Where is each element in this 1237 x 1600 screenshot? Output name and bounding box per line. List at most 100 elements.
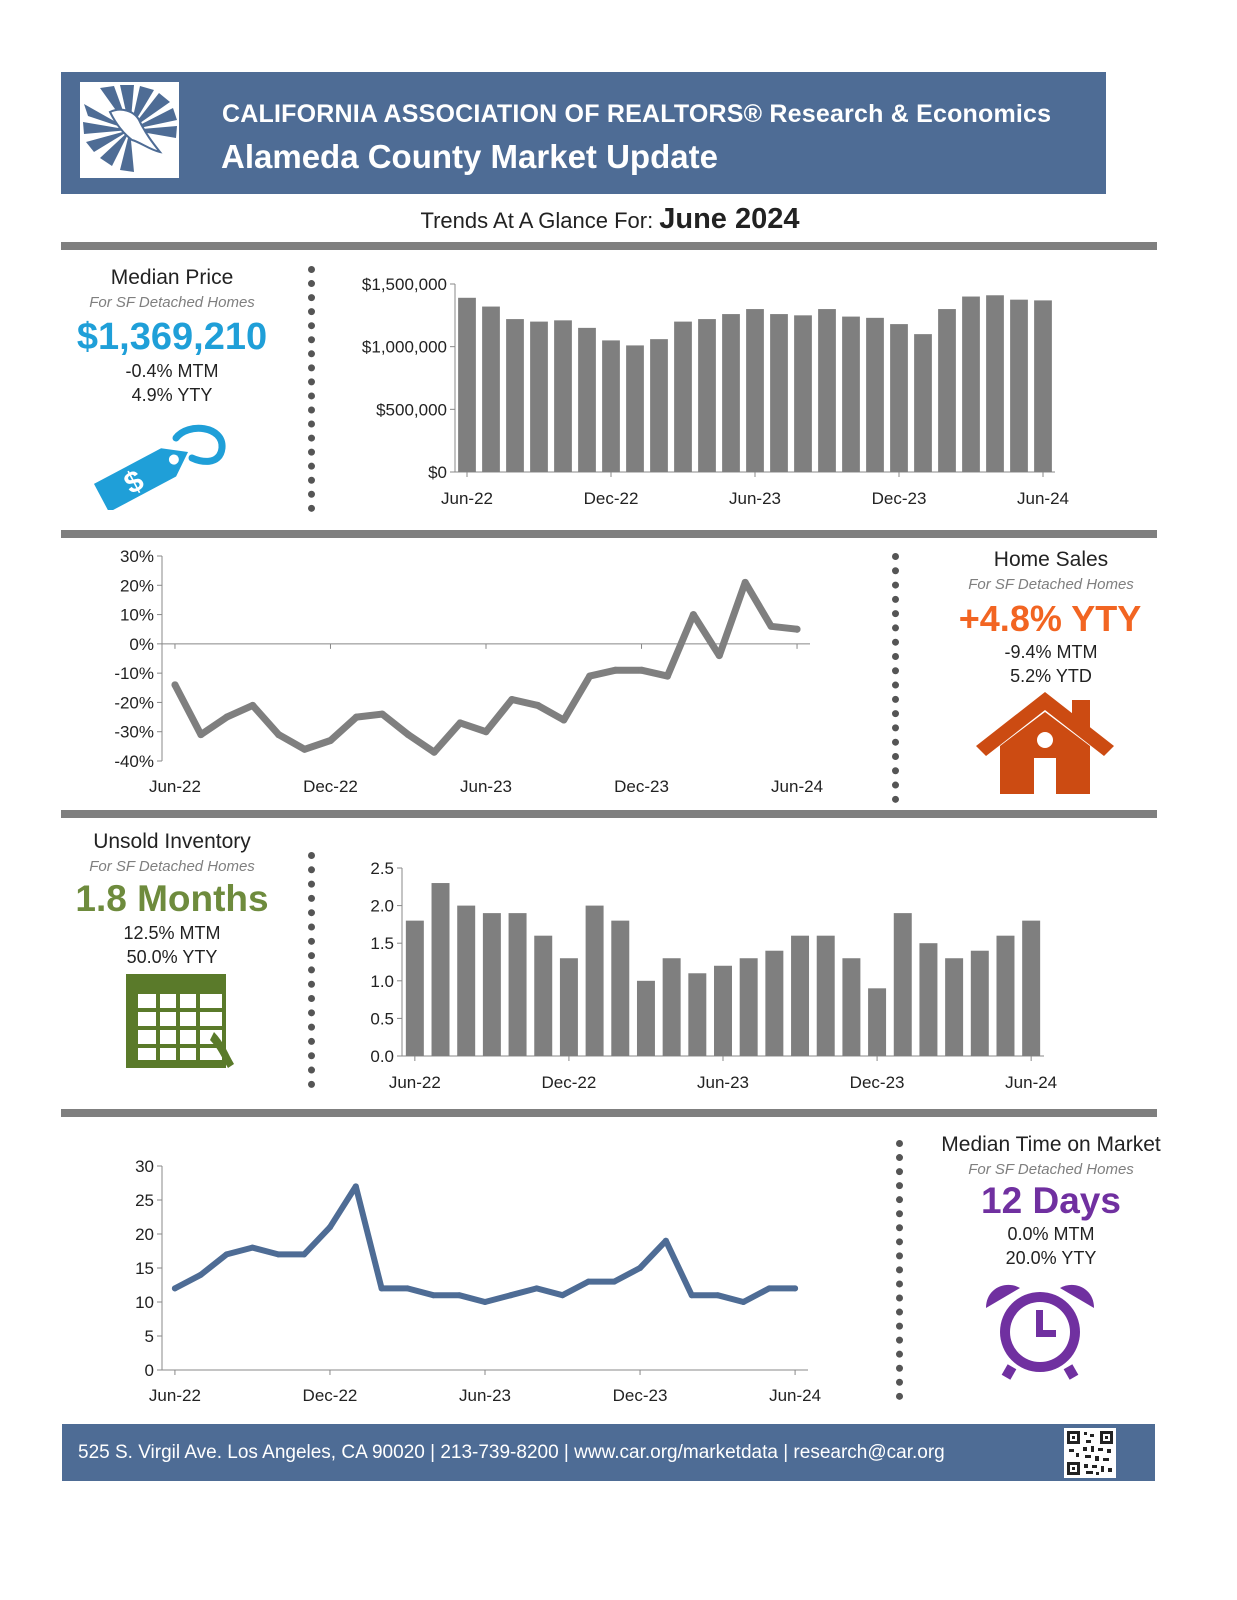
time-on-market-value: 12 Days xyxy=(981,1180,1121,1221)
x-tick-label: Dec-23 xyxy=(872,489,927,508)
median-price-title: Median Price xyxy=(110,266,234,289)
data-point xyxy=(456,1292,463,1299)
data-point xyxy=(482,1299,488,1305)
data-point xyxy=(326,1224,333,1231)
bar xyxy=(945,958,964,1056)
y-tick-label: 2.5 xyxy=(370,859,394,878)
bar xyxy=(890,324,908,472)
x-tick-label: Jun-24 xyxy=(1017,489,1069,508)
home-sales-title: Home Sales xyxy=(993,548,1109,571)
bar xyxy=(868,988,887,1056)
y-tick-label: 10% xyxy=(120,606,154,625)
bar xyxy=(794,315,812,472)
data-point xyxy=(456,719,464,727)
bar xyxy=(746,309,764,472)
y-tick-label: 5 xyxy=(145,1327,154,1346)
y-tick-label: 0% xyxy=(129,635,154,654)
y-tick-label: -20% xyxy=(114,693,154,712)
data-point xyxy=(612,666,620,674)
data-point xyxy=(171,1285,178,1292)
data-point xyxy=(507,1292,514,1299)
data-point xyxy=(249,1244,256,1251)
home-sales-value: +4.8% YTY xyxy=(958,598,1142,639)
x-tick-label: Dec-23 xyxy=(850,1073,905,1092)
series-line xyxy=(171,578,801,756)
car-logo-icon xyxy=(80,82,179,178)
bar xyxy=(506,319,524,472)
bar xyxy=(578,327,596,472)
bar xyxy=(914,334,932,472)
x-tick-label: Jun-23 xyxy=(460,777,512,796)
y-tick-label: 0.5 xyxy=(370,1009,394,1028)
data-point xyxy=(766,1285,773,1292)
y-tick-label: 15 xyxy=(135,1259,154,1278)
y-tick-label: $0 xyxy=(428,463,447,482)
bar xyxy=(722,314,740,472)
footer-contact[interactable]: 525 S. Virgil Ave. Los Angeles, CA 90020… xyxy=(78,1442,945,1463)
y-tick-label: $500,000 xyxy=(376,400,447,419)
bar xyxy=(534,935,553,1056)
data-point xyxy=(688,1292,695,1299)
data-point xyxy=(352,713,360,721)
x-tick-label: Dec-23 xyxy=(614,777,669,796)
trends-label: Trends At A Glance For: xyxy=(420,208,654,233)
section-divider xyxy=(61,810,1157,818)
section-divider xyxy=(61,530,1157,538)
series-line xyxy=(171,1183,799,1305)
y-tick-label: 30% xyxy=(120,547,154,566)
data-point xyxy=(197,731,205,739)
bar xyxy=(405,920,424,1056)
y-tick-label: 2.0 xyxy=(370,897,394,916)
org-name: CALIFORNIA ASSOCIATION OF REALTORS® Rese… xyxy=(222,100,1052,128)
y-tick-label: 0.0 xyxy=(370,1047,394,1066)
data-point xyxy=(586,672,594,680)
data-point xyxy=(197,1271,204,1278)
x-tick-label: Jun-24 xyxy=(769,1386,821,1405)
bar xyxy=(818,309,836,472)
median-price-subtitle: For SF Detached Homes xyxy=(89,294,255,311)
x-tick-label: Dec-22 xyxy=(542,1073,597,1092)
data-point xyxy=(663,672,671,680)
data-point xyxy=(482,728,490,736)
bar xyxy=(1010,299,1028,472)
home-sales-chart: -40% -30% -20% -10% 0% 10% 20% 30% Jun-22 Dec-22 J… xyxy=(114,547,823,796)
x-tick-label: Jun-22 xyxy=(389,1073,441,1092)
x-tick-label: Jun-24 xyxy=(771,777,823,796)
y-tick-label: -30% xyxy=(114,723,154,742)
bar xyxy=(688,973,707,1056)
bar xyxy=(962,296,980,472)
inventory-value: 1.8 Months xyxy=(75,878,269,919)
data-point xyxy=(301,1251,308,1258)
section-divider xyxy=(61,1109,1157,1117)
bar xyxy=(996,935,1015,1056)
x-tick-label: Dec-23 xyxy=(613,1386,668,1405)
bar xyxy=(662,958,681,1056)
x-tick-label: Jun-24 xyxy=(1005,1073,1057,1092)
bar xyxy=(457,905,476,1056)
report-period: June 2024 xyxy=(659,203,800,235)
home-sales-subtitle: For SF Detached Homes xyxy=(968,576,1134,593)
section-divider xyxy=(61,242,1157,250)
y-tick-label: $1,000,000 xyxy=(362,338,447,357)
data-point xyxy=(585,1278,592,1285)
home-sales-ytd: 5.2% YTD xyxy=(1010,666,1092,686)
bar xyxy=(842,316,860,472)
data-point xyxy=(741,578,749,586)
median-price-mtm: -0.4% MTM xyxy=(125,361,219,381)
data-point xyxy=(637,1265,644,1271)
bar xyxy=(458,297,476,472)
dotted-separator xyxy=(896,1140,903,1400)
qr-code-icon xyxy=(1064,1428,1116,1478)
page-title: Alameda County Market Update xyxy=(221,138,718,175)
x-tick-label: Dec-22 xyxy=(303,777,358,796)
dotted-separator xyxy=(308,266,315,512)
data-point xyxy=(352,1183,359,1190)
data-point xyxy=(715,652,723,660)
x-tick-label: Jun-23 xyxy=(697,1073,749,1092)
time-on-market-mtm: 0.0% MTM xyxy=(1007,1224,1095,1244)
data-point xyxy=(638,666,646,674)
inventory-title: Unsold Inventory xyxy=(93,830,251,853)
data-point xyxy=(533,1285,540,1292)
y-tick-label: 25 xyxy=(135,1191,154,1210)
y-tick-label: $1,500,000 xyxy=(362,275,447,294)
